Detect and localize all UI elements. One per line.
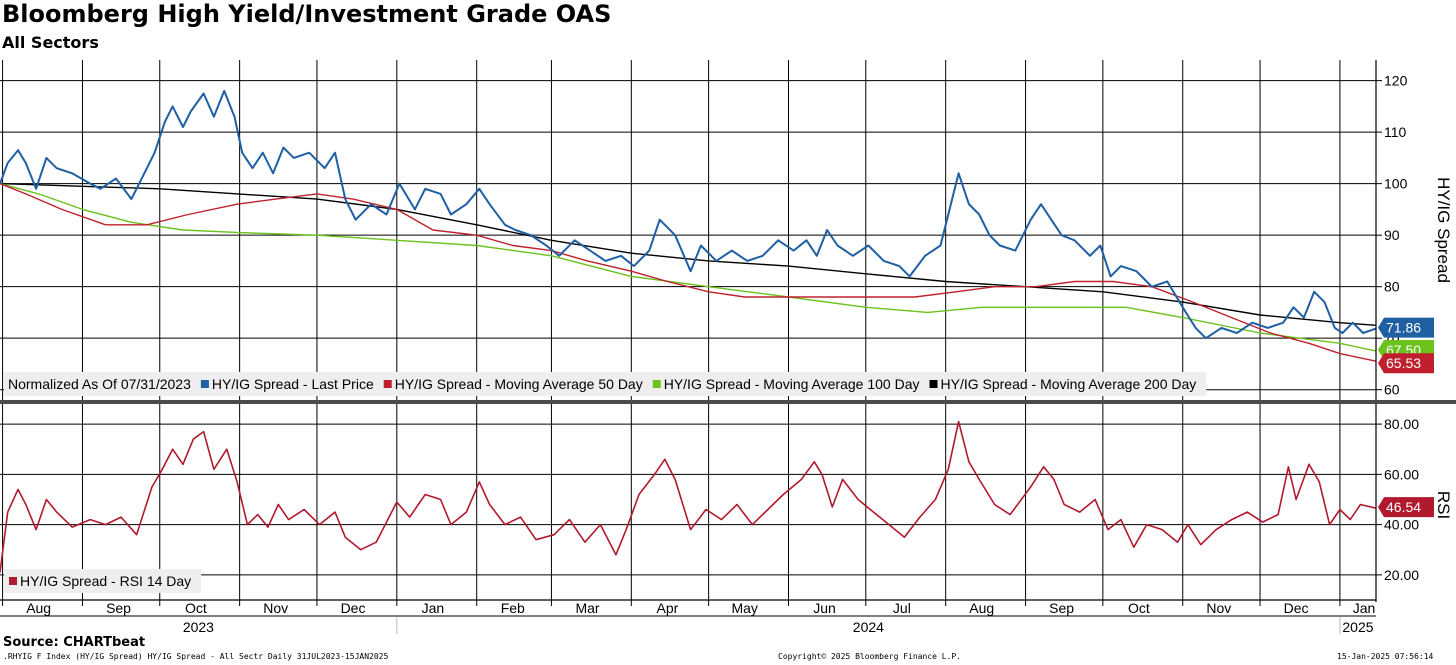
- top-y-tick-label: 120: [1384, 73, 1408, 89]
- footer-copyright: Copyright© 2025 Bloomberg Finance L.P.: [778, 652, 962, 661]
- last-value-tag-ma50-text: 65.53: [1386, 355, 1421, 371]
- footer-ticker: .RHYIG F Index (HY/IG Spread) HY/IG Spre…: [3, 652, 389, 661]
- axes-layer: 6070809010011012020.0040.0060.0080.00HY/…: [0, 60, 1456, 635]
- last-value-tag-price: 71.86: [1378, 317, 1434, 338]
- top-legend-swatch-2: [383, 380, 392, 388]
- series-line-2: [0, 182, 1377, 362]
- series-line-1: [0, 89, 1377, 340]
- month-label: Feb: [501, 600, 525, 616]
- top-y-tick-label: 110: [1384, 124, 1407, 140]
- last-value-tag-rsi: 46.54: [1378, 497, 1434, 518]
- last-value-tag-ma50: 65.53: [1378, 353, 1434, 374]
- year-label: 2024: [853, 619, 884, 635]
- source-note: Source: CHARTbeat: [3, 635, 146, 650]
- month-label: May: [731, 600, 757, 616]
- month-label: Aug: [969, 600, 994, 616]
- last-value-tag-rsi-shape: [1378, 497, 1434, 518]
- rsi-line: [0, 420, 1377, 573]
- month-label: Jan: [1353, 600, 1376, 616]
- bottom-y-axis-label: RSI: [1434, 491, 1453, 519]
- legends-layer: Normalized As Of 07/31/2023 HY/IG Spread …: [4, 372, 1207, 593]
- month-label: Apr: [656, 600, 678, 616]
- month-label: Jan: [422, 600, 445, 616]
- top-y-tick-label: 80: [1384, 279, 1400, 295]
- top-y-tick-label: 100: [1384, 176, 1408, 192]
- bottom-y-tick-label: 20.00: [1384, 567, 1419, 583]
- panel-separator: [0, 400, 1456, 404]
- month-label: Oct: [1128, 600, 1150, 616]
- month-label: Aug: [26, 600, 51, 616]
- top-legend-entry-0: Normalized As Of 07/31/2023: [8, 376, 191, 392]
- year-label: 2025: [1342, 619, 1373, 635]
- month-label: Jul: [893, 600, 911, 616]
- top-legend-entry-3: HY/IG Spread - Moving Average 100 Day: [664, 376, 920, 392]
- month-label: Mar: [575, 600, 599, 616]
- top-legend: Normalized As Of 07/31/2023 HY/IG Spread …: [4, 372, 1207, 396]
- last-value-tag-rsi-text: 46.54: [1386, 499, 1421, 515]
- month-label: Dec: [341, 600, 366, 616]
- month-label: Nov: [1206, 600, 1231, 616]
- top-legend-swatch-3: [652, 380, 661, 388]
- month-label: Sep: [1049, 600, 1074, 616]
- last-value-tag-price-text: 71.86: [1386, 320, 1421, 336]
- chart-subtitle: All Sectors: [2, 33, 99, 52]
- series-line-4: [0, 182, 1377, 326]
- last-value-tag-ma50-shape: [1378, 353, 1434, 374]
- chart-title: Bloomberg High Yield/Investment Grade OA…: [2, 0, 612, 28]
- series-layer: [0, 89, 1377, 573]
- top-y-axis-label: HY/IG Spread: [1434, 177, 1453, 283]
- bottom-panel-grid: [0, 404, 1376, 600]
- top-legend-entry-4: HY/IG Spread - Moving Average 200 Day: [941, 376, 1197, 392]
- bottom-legend: HY/IG Spread - RSI 14 Day: [4, 569, 202, 593]
- top-panel-grid: [0, 60, 1376, 400]
- year-label: 2023: [183, 619, 214, 635]
- bottom-y-tick-label: 40.00: [1384, 517, 1419, 533]
- footer-timestamp: 15-Jan-2025 07:56:14: [1337, 652, 1434, 661]
- month-label: Jun: [813, 600, 836, 616]
- last-value-tag-price-shape: [1378, 317, 1434, 338]
- top-legend-entry-2: HY/IG Spread - Moving Average 50 Day: [395, 376, 643, 392]
- bottom-legend-swatch: [9, 577, 17, 585]
- month-label: Sep: [106, 600, 131, 616]
- top-y-tick-label: 90: [1384, 227, 1400, 243]
- month-label: Oct: [185, 600, 207, 616]
- month-label: Nov: [263, 600, 288, 616]
- bottom-y-tick-label: 60.00: [1384, 466, 1419, 482]
- month-label: Dec: [1284, 600, 1309, 616]
- bottom-y-tick-label: 80.00: [1384, 416, 1419, 432]
- bottom-legend-background: [4, 569, 202, 593]
- top-legend-swatch-4: [929, 380, 938, 388]
- top-y-tick-label: 60: [1384, 382, 1400, 398]
- top-legend-entry-1: HY/IG Spread - Last Price: [212, 376, 374, 392]
- top-legend-swatch-1: [200, 380, 209, 388]
- bottom-legend-entry: HY/IG Spread - RSI 14 Day: [20, 573, 191, 589]
